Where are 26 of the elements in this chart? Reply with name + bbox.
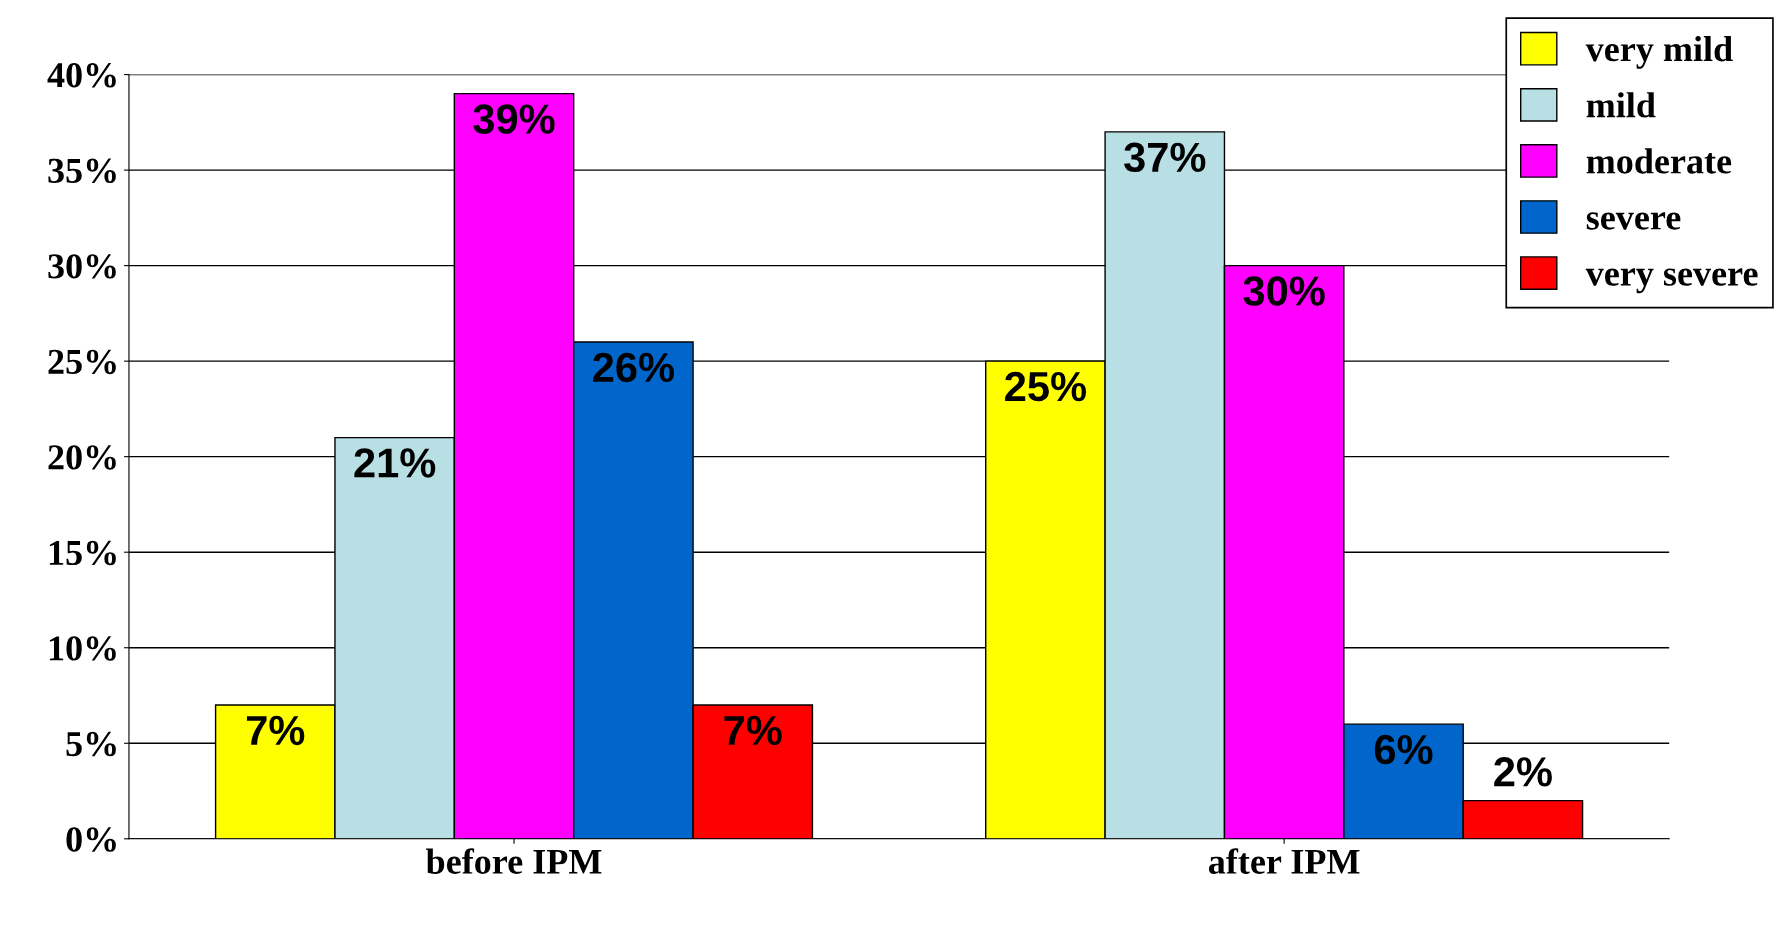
data-label: 25% [1005,371,1087,402]
y-tick-label: 5% [66,731,116,757]
y-tick-label: 20% [48,445,116,470]
y-tick-label: 10% [49,636,116,661]
y-tick-label: 0% [66,827,116,852]
y-tick-label: 15% [49,540,116,566]
legend-label: moderate [1586,148,1732,174]
data-label: 26% [593,352,674,383]
data-label: 30% [1243,276,1325,306]
y-tick-label: 40% [47,63,116,88]
data-label: 7% [246,715,305,746]
data-label: 39% [473,104,555,134]
x-tick-label: after IPM [1208,848,1360,874]
x-tick-label: before IPM [426,848,602,874]
data-label: 2% [1494,757,1552,787]
y-tick-label: 35% [48,158,116,184]
data-label: 21% [354,448,436,478]
legend-label: very mild [1585,35,1733,69]
data-label: 6% [1374,734,1433,765]
y-tick-label: 25% [48,349,116,375]
legend-label: mild [1586,92,1656,118]
legend-label: very severe [1585,268,1758,294]
legend-label: severe [1586,212,1681,230]
data-label: 7% [724,715,782,746]
y-tick-label: 30% [48,254,116,279]
data-label: 37% [1124,142,1206,173]
